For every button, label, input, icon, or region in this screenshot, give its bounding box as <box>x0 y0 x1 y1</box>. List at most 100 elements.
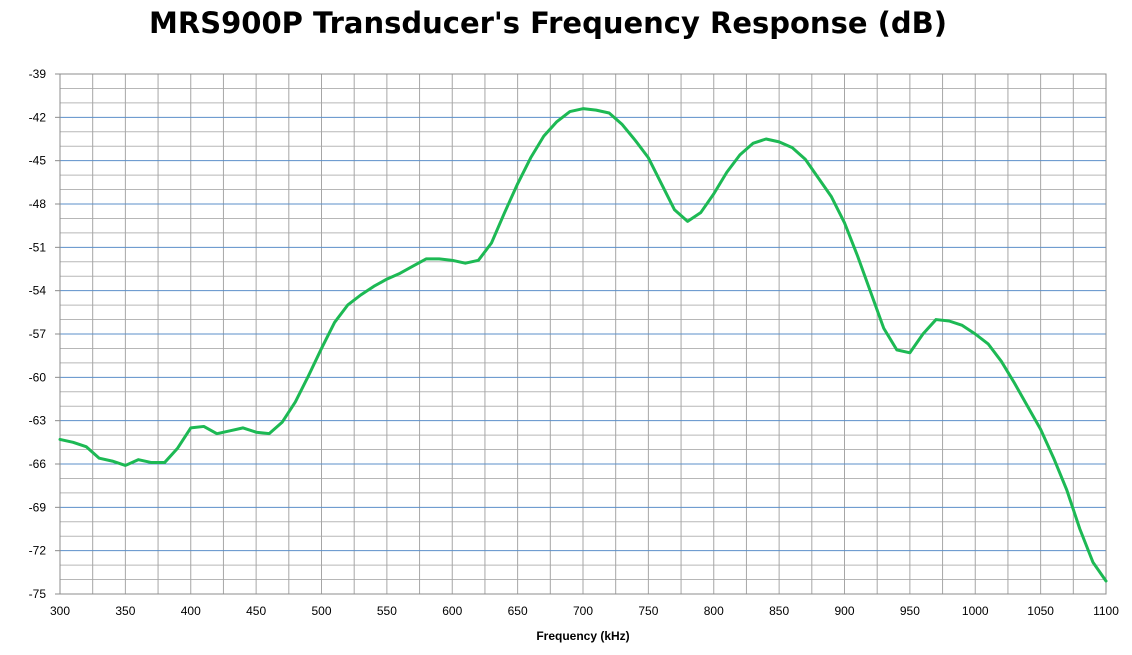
data-point <box>1078 528 1081 531</box>
data-point <box>294 400 297 403</box>
data-point <box>255 431 258 434</box>
data-point <box>385 278 388 281</box>
data-point <box>817 177 820 180</box>
data-point <box>529 156 532 159</box>
data-point <box>215 432 218 435</box>
series-line-frequency-response <box>58 107 1108 583</box>
x-tick-label: 1050 <box>1027 604 1054 618</box>
data-point <box>856 255 859 258</box>
data-point <box>882 327 885 330</box>
data-point <box>987 343 990 346</box>
data-point <box>137 458 140 461</box>
x-tick-label: 850 <box>769 604 789 618</box>
y-tick-label: -51 <box>29 240 47 254</box>
data-point <box>1065 489 1068 492</box>
data-point <box>412 265 415 268</box>
data-point <box>647 156 650 159</box>
y-tick-label: -48 <box>29 197 47 211</box>
data-point <box>582 107 585 110</box>
data-point <box>921 333 924 336</box>
x-tick-label: 600 <box>442 604 462 618</box>
data-point <box>98 457 101 460</box>
data-point <box>791 146 794 149</box>
data-point <box>333 321 336 324</box>
y-tick-label: -60 <box>29 370 47 384</box>
data-point <box>660 182 663 185</box>
data-point <box>425 257 428 260</box>
data-point <box>961 324 964 327</box>
x-tick-label: 550 <box>377 604 397 618</box>
data-point <box>804 158 807 161</box>
x-tick-label: 400 <box>181 604 201 618</box>
data-point <box>751 142 754 145</box>
data-point <box>830 195 833 198</box>
y-tick-label: -66 <box>29 457 47 471</box>
data-point <box>72 441 75 444</box>
data-point <box>1013 382 1016 385</box>
x-tick-label: 700 <box>573 604 593 618</box>
x-tick-label: 750 <box>638 604 658 618</box>
data-point <box>1000 360 1003 363</box>
data-point <box>176 447 179 450</box>
data-point <box>464 262 467 265</box>
data-point <box>686 220 689 223</box>
x-tick-label: 500 <box>311 604 331 618</box>
data-point <box>281 421 284 424</box>
data-point <box>85 445 88 448</box>
y-tick-label: -63 <box>29 414 47 428</box>
data-point <box>699 211 702 214</box>
x-axis-title: Frequency (kHz) <box>536 629 629 643</box>
x-tick-label: 450 <box>246 604 266 618</box>
data-point <box>555 120 558 123</box>
x-tick-label: 350 <box>115 604 135 618</box>
data-point <box>935 318 938 321</box>
data-point <box>974 333 977 336</box>
data-point <box>398 272 401 275</box>
x-tick-label: 1100 <box>1093 604 1119 618</box>
y-tick-label: -72 <box>29 544 47 558</box>
x-tick-label: 650 <box>508 604 528 618</box>
data-point <box>503 211 506 214</box>
data-point <box>778 140 781 143</box>
data-point <box>359 294 362 297</box>
data-point <box>542 135 545 138</box>
data-point <box>59 438 62 441</box>
data-point <box>124 464 127 467</box>
y-tick-label: -45 <box>29 154 47 168</box>
data-point <box>948 320 951 323</box>
data-point <box>869 291 872 294</box>
data-point <box>163 461 166 464</box>
data-point <box>725 171 728 174</box>
data-point <box>621 123 624 126</box>
data-point <box>372 285 375 288</box>
data-point <box>516 182 519 185</box>
data-point <box>202 425 205 428</box>
data-point <box>307 374 310 377</box>
data-point <box>1026 405 1029 408</box>
data-point <box>451 259 454 262</box>
data-point <box>843 221 846 224</box>
data-point <box>268 432 271 435</box>
data-point <box>634 139 637 142</box>
data-point <box>438 257 441 260</box>
y-tick-label: -75 <box>29 587 47 601</box>
data-point <box>1091 561 1094 564</box>
y-tick-label: -54 <box>29 284 47 298</box>
data-point <box>765 138 768 141</box>
data-point <box>1052 457 1055 460</box>
data-point <box>320 347 323 350</box>
data-point <box>908 351 911 354</box>
chart-title: MRS900P Transducer's Frequency Response … <box>149 6 947 40</box>
data-point <box>738 153 741 156</box>
x-tick-label: 800 <box>704 604 724 618</box>
data-point <box>189 426 192 429</box>
x-tick-label: 900 <box>834 604 854 618</box>
data-point <box>568 110 571 113</box>
y-tick-label: -57 <box>29 327 47 341</box>
x-tick-label: 300 <box>50 604 70 618</box>
data-point <box>242 426 245 429</box>
data-point <box>150 461 153 464</box>
data-point <box>490 242 493 245</box>
data-point <box>673 208 676 211</box>
